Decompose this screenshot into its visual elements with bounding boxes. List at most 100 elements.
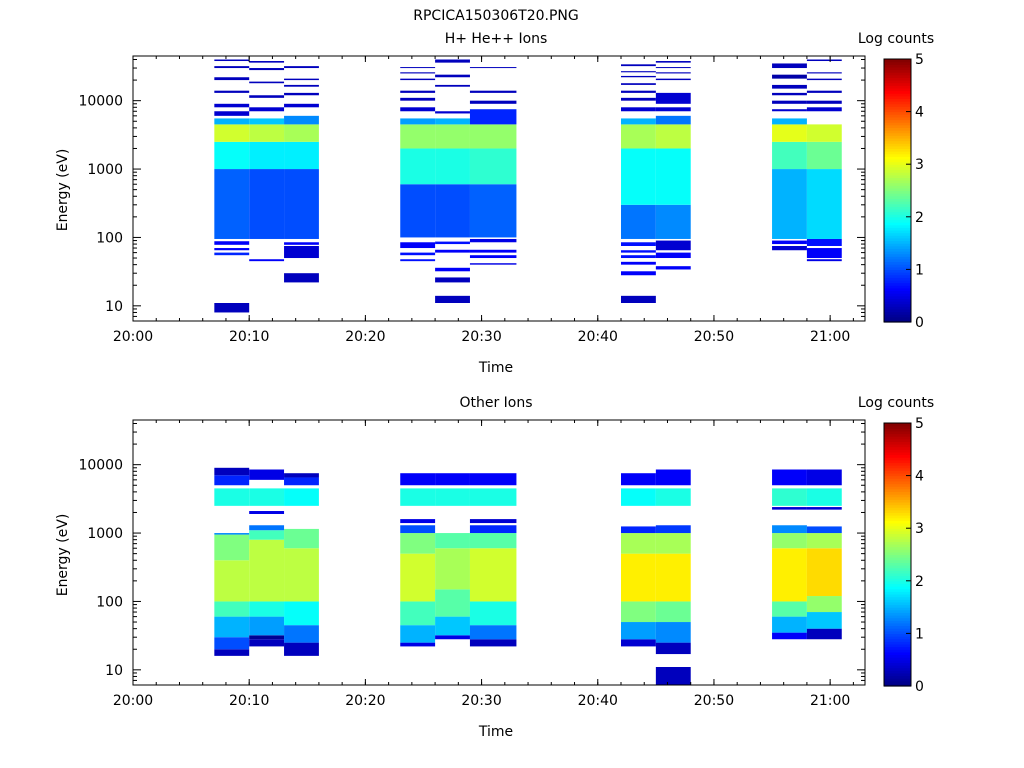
panel1-cell	[214, 141, 250, 170]
colorbar-swatch	[884, 449, 911, 453]
panel1-cell	[214, 90, 250, 93]
panel1-cell	[621, 64, 656, 67]
colorbar-swatch	[884, 82, 911, 86]
colorbar-swatch	[884, 517, 911, 521]
colorbar-swatch	[884, 282, 911, 286]
panel1-cell	[249, 141, 285, 170]
x-tick-label: 20:10	[229, 329, 269, 345]
colorbar-swatch	[884, 662, 911, 666]
panel2-xlabel: Time	[478, 724, 513, 740]
panel1-cell	[621, 124, 656, 149]
colorbar-swatch	[884, 433, 911, 437]
panel1-cell	[655, 107, 691, 112]
colorbar-swatch	[884, 578, 911, 582]
panel2-cell	[249, 635, 285, 640]
colorbar-swatch	[884, 248, 911, 252]
panel1-cell	[435, 277, 470, 283]
panel1-cell	[621, 83, 656, 85]
panel2-cell	[435, 616, 470, 636]
colorbar-swatch	[884, 240, 911, 244]
panel2-cell	[469, 639, 517, 647]
colorbar-swatch	[884, 601, 911, 606]
y-tick-label: 10000	[78, 94, 123, 110]
panel2-cell	[249, 616, 285, 636]
panel2-cell	[400, 525, 436, 534]
colorbar-swatch	[884, 441, 911, 445]
colorbar-swatch	[884, 567, 911, 571]
panel1-cell	[214, 103, 250, 108]
panel2-cell	[772, 533, 807, 549]
colorbar-swatch	[884, 93, 911, 97]
colorbar-swatch	[884, 124, 911, 128]
colorbar-swatch	[884, 667, 911, 671]
colorbar-swatch	[884, 512, 911, 516]
x-tick-label: 20:50	[694, 329, 734, 345]
colorbar-tick-label: 5	[915, 52, 924, 68]
colorbar-swatch	[884, 127, 911, 131]
colorbar-swatch	[884, 101, 911, 105]
panel2-cell	[655, 642, 691, 655]
panel2-cell	[284, 548, 319, 602]
colorbar-swatch	[884, 153, 911, 157]
colorbar-swatch	[884, 488, 911, 492]
panel1-cell	[400, 184, 436, 238]
panel2-cell	[249, 639, 285, 647]
panel1-cell	[806, 107, 842, 112]
panel1-cell	[249, 68, 285, 71]
panel2-cell	[284, 528, 319, 549]
panel1-cell	[400, 107, 436, 112]
panel1-cell	[772, 118, 807, 125]
panel2-cell	[655, 488, 691, 506]
colorbar-swatch	[884, 491, 911, 495]
colorbar-swatch	[884, 103, 911, 107]
colorbar-swatch	[884, 287, 911, 292]
colorbar-swatch	[884, 565, 911, 569]
panel1-cell	[772, 169, 807, 239]
colorbar-swatch	[884, 622, 911, 627]
panel2-cell	[655, 525, 691, 534]
colorbar-tick-label: 0	[915, 315, 924, 331]
colorbar-swatch	[884, 245, 911, 249]
panel1-cell	[655, 92, 691, 104]
panel1-cell	[772, 92, 807, 96]
panel1-cell	[400, 124, 436, 149]
colorbar-swatch	[884, 643, 911, 648]
colorbar-swatch	[884, 575, 911, 579]
panel1-cell	[469, 255, 517, 259]
panel1-cell	[400, 72, 436, 74]
y-tick-label: 10	[105, 299, 123, 315]
panel1-cell	[806, 169, 842, 239]
colorbar-swatch	[884, 156, 911, 160]
panel2-cell	[214, 533, 250, 535]
panel1-cell	[400, 259, 436, 262]
colorbar-swatch	[884, 496, 911, 500]
panel1-cell	[772, 245, 807, 251]
colorbar-swatch	[884, 151, 911, 155]
colorbar-swatch	[884, 232, 911, 236]
colorbar-swatch	[884, 277, 911, 281]
panel1-cell	[214, 252, 250, 256]
colorbar-swatch	[884, 670, 911, 674]
panel2-cell	[249, 469, 285, 480]
colorbar-swatch	[884, 520, 911, 524]
x-tick-label: 20:00	[113, 329, 153, 345]
panel1-ylabel: Energy (eV)	[55, 149, 71, 232]
panel2-cell	[400, 519, 436, 524]
colorbar-swatch	[884, 683, 911, 687]
x-tick-label: 20:10	[229, 693, 269, 709]
panel1-cell	[772, 240, 807, 245]
panel2-cell	[772, 525, 807, 534]
colorbar-swatch	[884, 504, 911, 508]
colorbar-swatch	[884, 227, 911, 231]
colorbar-swatch	[884, 179, 911, 184]
panel1-cell	[621, 255, 656, 259]
y-tick-label: 1000	[87, 162, 123, 178]
colorbar-tick-label: 1	[915, 626, 924, 642]
colorbar-swatch	[884, 269, 911, 273]
colorbar-2: 0 1 2 3 4 5	[883, 416, 924, 695]
panel1-cell	[249, 107, 285, 112]
colorbar-swatch	[884, 572, 911, 577]
panel2-cell	[249, 525, 285, 531]
panel1-cell	[214, 77, 250, 81]
panel1-cell	[214, 303, 250, 313]
